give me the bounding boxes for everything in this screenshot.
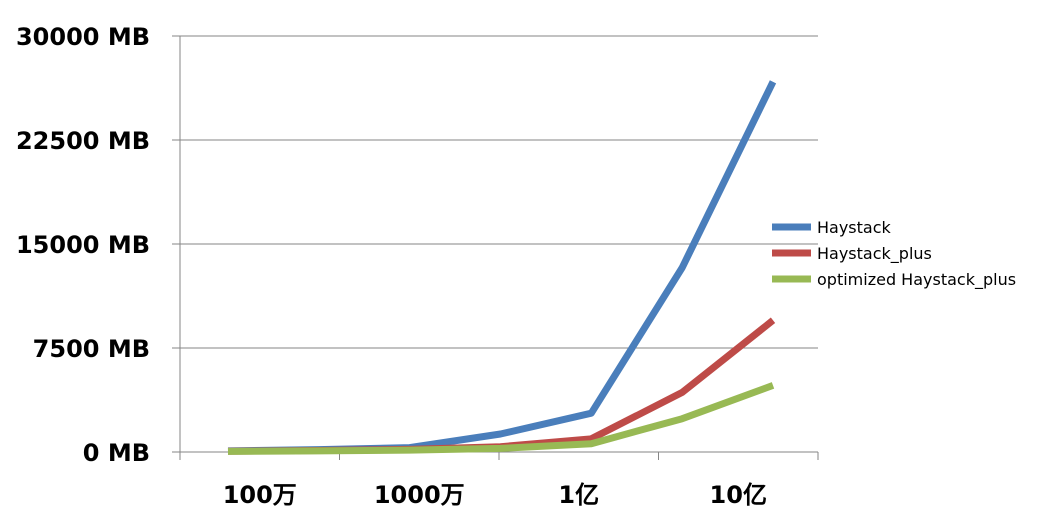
legend-label: optimized Haystack_plus — [817, 270, 1016, 290]
y-tick-label: 0 MB — [83, 439, 150, 467]
y-axis-tick-labels: 0 MB 7500 MB 15000 MB 22500 MB 30000 MB — [16, 23, 150, 467]
y-tick-label: 22500 MB — [16, 127, 150, 155]
gridlines — [172, 35, 818, 453]
x-tick-label: 1000万 — [374, 481, 465, 509]
series-line-haystack — [227, 80, 777, 455]
x-axis-tick-labels: 100万 1000万 1亿 10亿 — [223, 481, 767, 509]
y-tick-label: 30000 MB — [16, 23, 150, 51]
series-lines — [227, 80, 777, 455]
x-tick-label: 1亿 — [558, 481, 599, 509]
legend: Haystack Haystack_plus optimized Haystack_… — [772, 218, 1016, 290]
axes — [179, 36, 819, 460]
y-tick-label: 7500 MB — [33, 335, 150, 363]
x-tick-label: 100万 — [223, 481, 297, 509]
x-tick-label: 10亿 — [710, 481, 767, 509]
legend-label: Haystack_plus — [817, 244, 932, 264]
series-line-optimized-haystack-plus — [227, 382, 775, 455]
legend-label: Haystack — [817, 218, 892, 237]
y-tick-label: 15000 MB — [16, 231, 150, 259]
